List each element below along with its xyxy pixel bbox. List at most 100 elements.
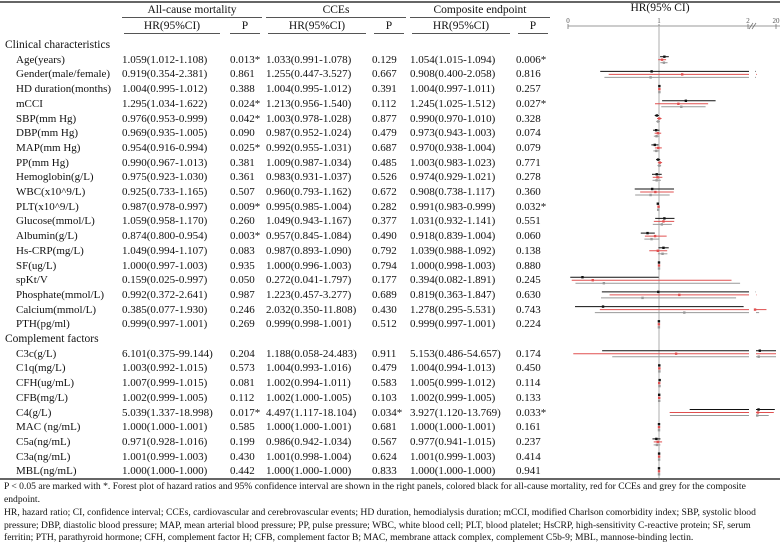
hr-ci-cell: 1.005(0.999-1.012)	[410, 377, 496, 390]
hr-point	[658, 161, 662, 164]
hr-point	[658, 384, 661, 388]
hr-point	[681, 73, 684, 76]
variable-label: MAP(mm Hg)	[16, 141, 81, 154]
hr-point	[680, 105, 683, 108]
hr-point	[650, 237, 653, 241]
hr-ci-cell: 0.990(0.970-1.010)	[410, 112, 496, 125]
variable-label: spKt/V	[16, 274, 48, 287]
p2-underline	[374, 33, 404, 34]
p-value-cell: 0.006*	[516, 53, 547, 66]
hr-point	[655, 173, 658, 176]
table-row: WBC(x10^9/L) 0.925(0.733-1.165) 0.507 0.960…	[0, 185, 541, 199]
p-value-cell: 0.479	[372, 127, 397, 140]
p-value-cell: 0.794	[372, 259, 397, 272]
hr-ci-cell: 0.986(0.942-1.034)	[266, 435, 352, 448]
hr-ci-cell: 0.960(0.793-1.162)	[266, 186, 352, 198]
hr-point	[658, 117, 661, 120]
hr-ci-cell: 0.159(0.025-0.997)	[122, 274, 208, 287]
hr-point	[653, 234, 657, 238]
hr-point	[657, 426, 661, 429]
hr-point	[657, 470, 661, 473]
header-all-cause-mortality: All-cause mortality	[147, 4, 237, 16]
variable-label: PTH(pg/ml)	[16, 318, 70, 331]
variable-label: Hemoglobin(g/L)	[16, 171, 94, 184]
p-value-cell: 0.861	[230, 68, 255, 81]
hr-ci-cell: 1.000(0.997-1.003)	[122, 259, 208, 272]
hr-ci-cell: 1.059(1.012-1.108)	[122, 53, 208, 66]
p-value-cell: 0.328	[516, 112, 541, 125]
hr-ci-cell: 1.002(0.999-1.005)	[122, 391, 208, 404]
p-value-cell: 0.081	[230, 377, 255, 390]
table-bottom-rule	[0, 478, 780, 480]
hr-ci-cell: 0.954(0.916-0.994)	[122, 141, 208, 154]
variable-label: Hs-CRP(mg/L)	[16, 244, 84, 257]
hr-ci-cell: 0.999(0.998-1.001)	[266, 318, 352, 331]
hr-point	[657, 423, 661, 426]
hr-ci-cell: 0.973(0.943-1.003)	[410, 127, 496, 140]
hr-ci-cell: 0.819(0.363-1.847)	[410, 288, 496, 301]
hr-ci-cell: 2.032(0.350-11.808)	[266, 303, 357, 316]
hr-point	[654, 190, 657, 194]
p-value-cell: 0.360	[516, 186, 541, 198]
variable-label: PLT(x10^9/L)	[16, 200, 79, 213]
hr-point	[656, 176, 659, 179]
section-title: Complement factors	[5, 333, 99, 345]
hr-ci-cell: 1.001(0.998-1.004)	[266, 450, 352, 463]
table-row: C4(g/L) 5.039(1.337-18.998) 0.017* 4.497(1.…	[0, 406, 546, 420]
hr2-underline	[268, 33, 366, 34]
table-row: C3c(g/L) 6.101(0.375-99.144) 0.204 1.188(0.…	[0, 347, 541, 361]
hr3-underline	[412, 33, 510, 34]
hr-point	[656, 208, 660, 211]
hr-ci-cell: 0.999(0.997-1.001)	[122, 318, 208, 331]
hr-point	[591, 279, 594, 282]
variable-label: Glucose(mmol/L)	[16, 215, 95, 228]
table-row: C1q(mg/L) 1.003(0.992-1.015) 0.573 1.004(0.…	[0, 361, 541, 375]
p-value-cell: 0.017*	[230, 406, 261, 419]
hr-point	[657, 381, 661, 385]
table-row: PTH(pg/ml) 0.999(0.997-1.001) 0.269 0.999(0…	[0, 317, 541, 331]
col-hr-1: HR(95%CI)	[143, 20, 201, 32]
p-value-cell: 0.034*	[372, 406, 403, 419]
hr1-underline	[124, 33, 220, 34]
p-value-cell: 0.245	[516, 274, 541, 287]
variable-label: PP(mm Hg)	[16, 156, 69, 169]
table-row: CFH(ug/mL) 1.007(0.999-1.015) 0.081 1.002(0…	[0, 376, 540, 390]
variable-label: C4(g/L)	[16, 406, 52, 419]
hr-point	[657, 261, 661, 264]
hr-point	[657, 267, 661, 270]
hr-point	[655, 149, 658, 153]
p-value-cell: 0.630	[516, 288, 541, 301]
p-value-cell: 0.079	[516, 141, 541, 154]
variable-label: Albumin(g/L)	[16, 230, 78, 243]
hr-point	[655, 179, 658, 182]
hr-ci-cell: 1.000(1.000-1.001)	[266, 421, 352, 434]
hr-point	[657, 323, 661, 326]
table-row: Hs-CRP(mg/L) 1.049(0.994-1.107) 0.083 0.987…	[0, 244, 541, 258]
variable-label: WBC(x10^9/L)	[16, 186, 86, 198]
hr-point	[660, 58, 664, 61]
hr-point	[657, 290, 660, 294]
hr-point	[657, 473, 661, 476]
hr-ci-cell: 1.245(1.025-1.512)	[410, 97, 496, 110]
hr-ci-cell: 6.101(0.375-99.144)	[122, 347, 213, 360]
p3-underline	[518, 33, 548, 34]
hr-ci-cell: 1.002(1.000-1.005)	[266, 391, 352, 404]
hr-ci-cell: 0.992(0.955-1.031)	[266, 141, 352, 154]
hr-point	[655, 437, 658, 441]
table-row: Albumin(g/L) 0.874(0.800-0.954) 0.003* 0.95…	[0, 229, 541, 243]
p-value-cell: 0.060	[516, 230, 541, 243]
p-value-cell: 0.161	[516, 421, 541, 434]
p-value-cell: 0.585	[230, 421, 255, 434]
p-value-cell: 0.282	[372, 200, 397, 213]
variable-label: HD duration(months)	[16, 83, 112, 96]
hr-ci-cell: 1.009(0.987-1.034)	[266, 156, 352, 169]
p-value-cell: 0.050	[230, 274, 255, 287]
group3-underline	[410, 17, 550, 18]
variable-label: Calcium(mmol/L)	[16, 303, 97, 316]
variable-label: Gender(male/female)	[16, 68, 111, 81]
table-row: Phosphate(mmol/L) 0.992(0.372-2.641) 0.987…	[0, 288, 541, 302]
hr-ci-cell: 1.004(0.995-1.012)	[266, 83, 352, 96]
col-hr-2: HR(95%CI)	[288, 20, 346, 32]
hr-ci-cell: 0.971(0.928-1.016)	[122, 435, 208, 448]
p1-underline	[230, 33, 260, 34]
